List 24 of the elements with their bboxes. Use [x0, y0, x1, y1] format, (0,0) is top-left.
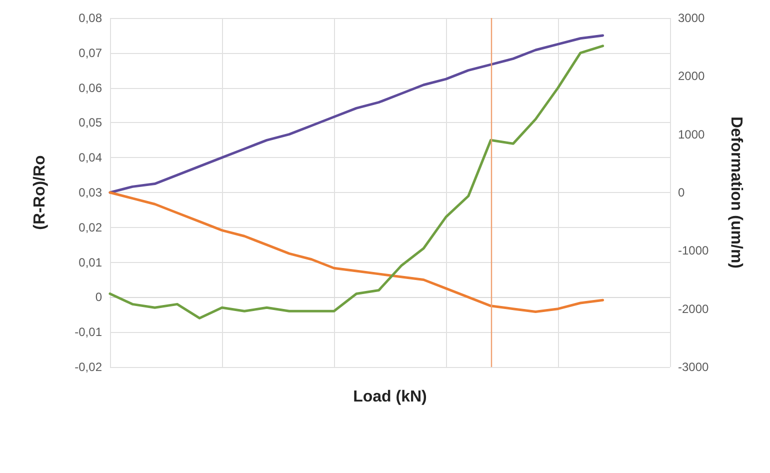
- y-tick-label: 0,07: [78, 46, 102, 60]
- y2-tick-label: 3000: [678, 11, 706, 25]
- y-tick-label: 0,06: [78, 80, 102, 95]
- y-tick-label: 0,08: [78, 11, 102, 25]
- y-tick-label: 0,05: [78, 116, 102, 130]
- y-tick-label: -0,01: [74, 325, 102, 340]
- y-tick-label: 0: [95, 290, 102, 304]
- y-tick-label: 0,03: [78, 186, 102, 200]
- y-axis-title: (R-Ro)/Ro: [32, 154, 48, 230]
- y2-axis-title: Deformation (um/m): [728, 116, 744, 268]
- line-series: [108, 34, 604, 194]
- y-tick-label: 0,02: [78, 220, 102, 234]
- y2-tick-label: 0: [678, 186, 685, 200]
- line-series: [108, 191, 604, 313]
- y2-tick-label: -1000: [678, 244, 710, 258]
- y2-tick-label: 1000: [678, 127, 706, 142]
- line-series: [108, 44, 604, 320]
- x-axis-title: Load (kN): [353, 388, 427, 406]
- y2-tick-label: -2000: [678, 302, 710, 316]
- y2-tick-label: -3000: [678, 360, 710, 374]
- y-tick-label: 0,01: [78, 255, 102, 270]
- y-tick-label: 0,04: [78, 150, 102, 165]
- y2-tick-label: 2000: [678, 69, 706, 84]
- y-tick-label: -0,02: [74, 360, 102, 374]
